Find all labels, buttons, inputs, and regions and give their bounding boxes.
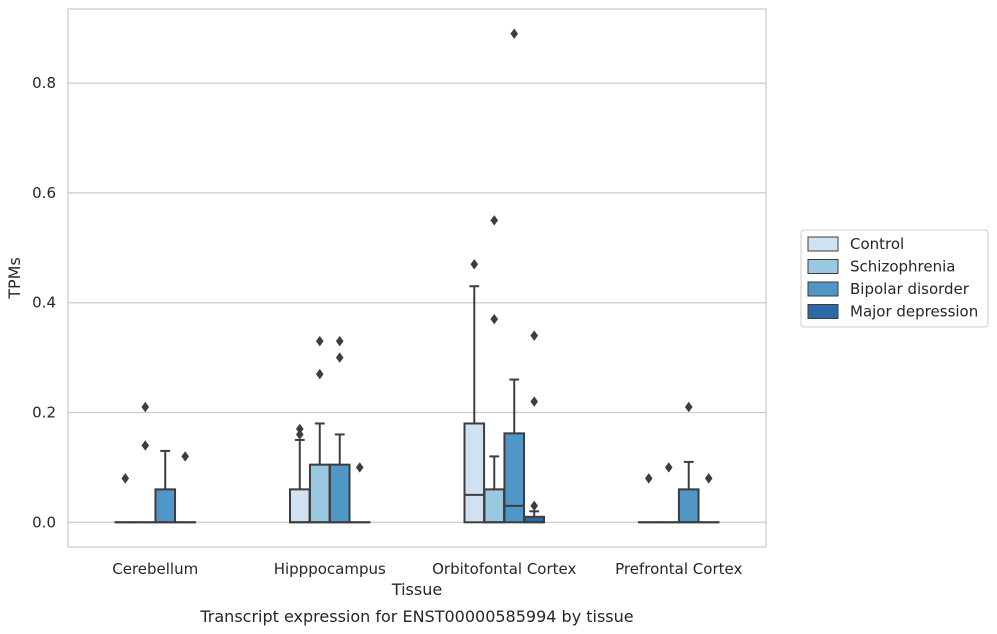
x-tick-label: Cerebellum	[112, 560, 198, 578]
legend-label: Schizophrenia	[850, 258, 955, 276]
box-body	[328, 463, 351, 524]
boxes	[114, 28, 720, 524]
y-tick-label: 0.2	[32, 404, 56, 422]
legend-swatch	[807, 304, 839, 319]
legend-swatch	[807, 259, 839, 274]
outlier-point	[295, 429, 304, 440]
outlier-point	[295, 423, 304, 435]
x-axis-label: Tissue	[391, 580, 442, 599]
outlier-point	[530, 330, 539, 341]
outlier-point	[335, 352, 344, 363]
outlier-point	[121, 473, 130, 484]
box-body	[677, 488, 700, 524]
box-body	[483, 488, 506, 524]
outlier-point	[510, 28, 519, 39]
outlier-point	[664, 462, 673, 473]
box-body	[463, 422, 486, 524]
legend-swatch	[807, 236, 839, 252]
legend: Control Schizophrenia Bipolar disorder Majo…	[800, 229, 989, 328]
box-control	[463, 259, 486, 524]
y-axis-label: TPMs	[5, 257, 24, 300]
figure-caption: Transcript expression for ENST0000058599…	[199, 607, 633, 626]
outlier-point	[530, 396, 539, 407]
plot-frame	[67, 8, 767, 548]
outlier-point	[141, 401, 150, 413]
box-bipolar-disorder	[154, 449, 177, 524]
box-bipolar-disorder	[328, 335, 351, 524]
x-tick-labels: Cerebellum Hipppocampus Orbitofontal Corte…	[112, 560, 742, 578]
outlier-point	[684, 401, 693, 413]
box-major-depression	[348, 462, 371, 524]
outlier-point	[704, 473, 713, 484]
box-major-depression	[523, 330, 546, 524]
legend-frame	[800, 229, 989, 328]
box-body	[503, 432, 526, 524]
y-tick-labels: 0.0 0.2 0.4 0.6 0.8	[32, 74, 56, 531]
y-tick-label: 0.4	[32, 294, 56, 312]
outlier-point	[490, 313, 499, 325]
outlier-point	[490, 215, 499, 226]
outlier-point	[644, 473, 653, 484]
x-tick-label: Hipppocampus	[274, 560, 386, 578]
outlier-point	[181, 451, 190, 462]
box-body	[308, 463, 331, 524]
outlier-point	[141, 440, 150, 451]
box-body	[154, 488, 177, 524]
box-bipolar-disorder	[677, 401, 700, 524]
outlier-point	[315, 335, 324, 347]
x-tick-label: Orbitofontal Cortex	[432, 560, 576, 578]
y-tick-label: 0.8	[32, 74, 56, 92]
plot-background	[68, 9, 766, 547]
box-major-depression	[697, 473, 720, 524]
legend-label: Control	[850, 235, 904, 253]
box-bipolar-disorder	[503, 28, 526, 524]
outlier-point	[355, 462, 364, 473]
box-body	[288, 488, 311, 524]
outlier-point	[530, 500, 539, 512]
legend-swatch	[807, 281, 839, 297]
legend-label: Bipolar disorder	[850, 280, 970, 298]
outlier-point	[315, 368, 324, 380]
y-tick-label: 0.6	[32, 184, 56, 202]
box-major-depression	[174, 451, 197, 524]
outlier-point	[335, 335, 344, 347]
x-tick-label: Prefrontal Cortex	[615, 560, 742, 578]
outlier-point	[470, 259, 479, 270]
y-tick-label: 0.0	[32, 513, 56, 531]
legend-label: Major depression	[850, 303, 978, 321]
box-schizophrenia	[308, 335, 331, 524]
